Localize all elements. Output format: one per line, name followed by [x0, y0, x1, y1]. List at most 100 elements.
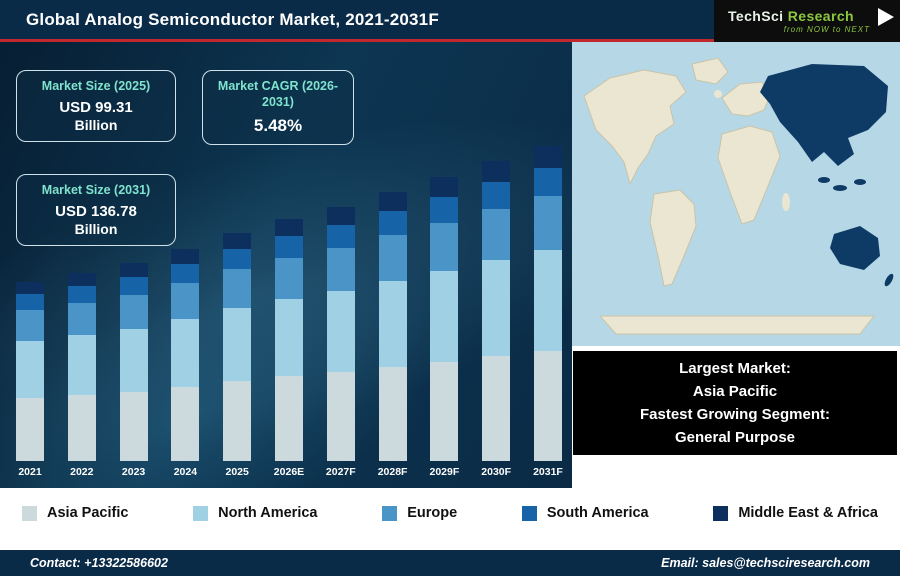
bar-segment — [430, 271, 459, 362]
bar-segment — [326, 225, 355, 248]
uk-landmass — [714, 90, 722, 98]
southeast-asia-island — [854, 179, 866, 185]
legend-item: Europe — [382, 505, 457, 521]
x-axis-label: 2029F — [429, 466, 460, 478]
southeast-asia-island — [818, 177, 830, 183]
largest-market-label: Largest Market: — [679, 359, 791, 377]
header-bar: Global Analog Semiconductor Market, 2021… — [0, 0, 900, 42]
page-title: Global Analog Semiconductor Market, 2021… — [26, 9, 439, 29]
stat-value: USD 136.78 — [55, 202, 137, 220]
bar-segment — [533, 351, 562, 461]
bar-segment — [378, 367, 407, 461]
bar-column: 2025 — [219, 233, 255, 480]
africa-landmass — [717, 125, 781, 225]
email-info: Email: sales@techsciresearch.com — [661, 556, 870, 570]
stacked-bar — [171, 249, 200, 461]
legend: Asia Pacific North America Europe South Ame… — [0, 488, 900, 538]
largest-market-value: Asia Pacific — [692, 382, 778, 400]
logo-brand-text: TechSci Research — [728, 8, 870, 24]
stat-box-market-size-2025: Market Size (2025) USD 99.31 Billion — [16, 70, 176, 142]
x-axis-label: 2022 — [70, 466, 94, 478]
bar-segment — [482, 209, 511, 260]
contact-info: Contact: +13322586602 — [30, 556, 168, 570]
bar-segment — [119, 263, 148, 277]
stacked-bar — [430, 177, 459, 461]
x-axis-label: 2025 — [225, 466, 249, 478]
bar-segment — [171, 283, 200, 319]
stacked-bar — [482, 161, 511, 461]
x-axis-label: 2026E — [273, 466, 305, 478]
stat-value: USD 99.31 — [59, 98, 133, 116]
x-axis-label: 2031F — [533, 466, 563, 478]
legend-swatch — [521, 505, 537, 521]
bar-segment — [326, 207, 355, 225]
world-map-svg — [572, 42, 900, 346]
bar-segment — [16, 310, 44, 341]
bar-segment — [274, 299, 303, 376]
bar-segment — [533, 196, 562, 250]
new-zealand-landmass-highlighted — [884, 273, 894, 287]
stat-unit: Billion — [74, 116, 118, 133]
bar-column: 2030F — [478, 161, 514, 480]
x-axis-label: 2021 — [18, 466, 42, 478]
bar-column: 2027F — [323, 207, 359, 480]
logo-tagline: from NOW to NEXT — [783, 25, 870, 34]
logo-arrow-icon — [878, 8, 894, 26]
logo-brand-research: Research — [783, 8, 854, 24]
bar-segment — [326, 291, 355, 372]
bar-column: 2029F — [426, 177, 462, 480]
bar-segment — [430, 197, 459, 223]
north-america-landmass — [583, 69, 687, 186]
chart-panel: Market Size (2025) USD 99.31 Billion Mar… — [0, 42, 572, 488]
x-axis-label: 2023 — [121, 466, 146, 478]
stacked-bar — [16, 282, 44, 461]
stacked-bar — [274, 219, 303, 461]
bar-segment — [171, 387, 200, 461]
greenland-landmass — [691, 57, 729, 85]
stat-box-market-size-2031: Market Size (2031) USD 136.78 Billion — [16, 174, 176, 246]
bar-segment — [67, 335, 96, 395]
asia-landmass-highlighted — [760, 64, 888, 166]
stat-label: Market Size (2031) — [41, 183, 151, 197]
bar-segment — [171, 249, 200, 264]
bar-segment — [482, 260, 511, 356]
japan-landmass-highlighted — [868, 105, 880, 123]
antarctica-landmass — [598, 315, 876, 335]
bar-segment — [533, 146, 562, 168]
bar-segment — [533, 250, 562, 351]
bar-segment — [171, 264, 200, 283]
stacked-bar — [533, 146, 562, 461]
bar-segment — [16, 294, 44, 310]
legend-label: South America — [546, 505, 649, 521]
footer-bar: Contact: +13322586602 Email: sales@techs… — [0, 550, 900, 576]
legend-item: Asia Pacific — [22, 505, 128, 521]
legend-label: Europe — [407, 505, 458, 521]
bar-segment — [274, 236, 303, 258]
bar-column: 2022 — [64, 273, 100, 480]
legend-label: Asia Pacific — [47, 505, 129, 521]
logo-brand-tech: TechSci — [728, 8, 784, 24]
legend-swatch — [713, 505, 729, 521]
bar-column: 2024 — [167, 249, 203, 480]
bar-segment — [119, 329, 148, 392]
bar-segment — [119, 277, 148, 295]
bar-chart: 2021 2022 2023 2024 2025 2026E 2027F 2028F 2029F… — [12, 80, 566, 480]
bar-segment — [223, 381, 252, 461]
bar-segment — [223, 233, 252, 249]
bar-segment — [274, 258, 303, 299]
bar-segment — [67, 395, 96, 461]
bar-column: 2021 — [12, 282, 48, 480]
bar-segment — [119, 295, 148, 329]
bar-segment — [326, 248, 355, 291]
stacked-bar — [326, 207, 355, 461]
bar-segment — [223, 269, 252, 308]
legend-swatch — [22, 505, 37, 521]
legend-swatch — [193, 505, 209, 521]
legend-item: North America — [193, 505, 318, 521]
bar-segment — [67, 303, 96, 335]
bar-segment — [326, 372, 355, 461]
stat-label: Market CAGR (2026-2031) — [217, 79, 339, 109]
bar-segment — [171, 319, 200, 387]
legend-swatch — [382, 505, 398, 521]
x-axis-label: 2028F — [377, 466, 408, 478]
